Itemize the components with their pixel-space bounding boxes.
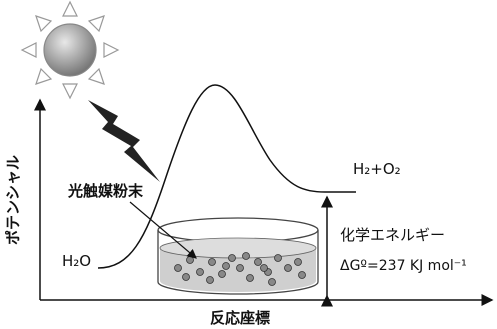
reactant-label: H₂O <box>62 252 91 270</box>
x-axis-label: 反応座標 <box>210 309 270 327</box>
diagram: ポテンシャル 反応座標 光触媒粉末 H₂O H₂+O₂ 化学エネルギー ΔGº=… <box>0 0 497 329</box>
energy-label: 化学エネルギー <box>340 226 445 244</box>
y-axis-label: ポテンシャル <box>4 155 22 245</box>
petri-dish <box>158 218 318 294</box>
product-label: H₂+O₂ <box>353 160 401 178</box>
delta-g-label: ΔGº=237 KJ mol⁻¹ <box>340 258 467 274</box>
sun <box>22 2 118 98</box>
light-bolt <box>88 100 160 182</box>
catalyst-label: 光触媒粉末 <box>67 182 144 200</box>
